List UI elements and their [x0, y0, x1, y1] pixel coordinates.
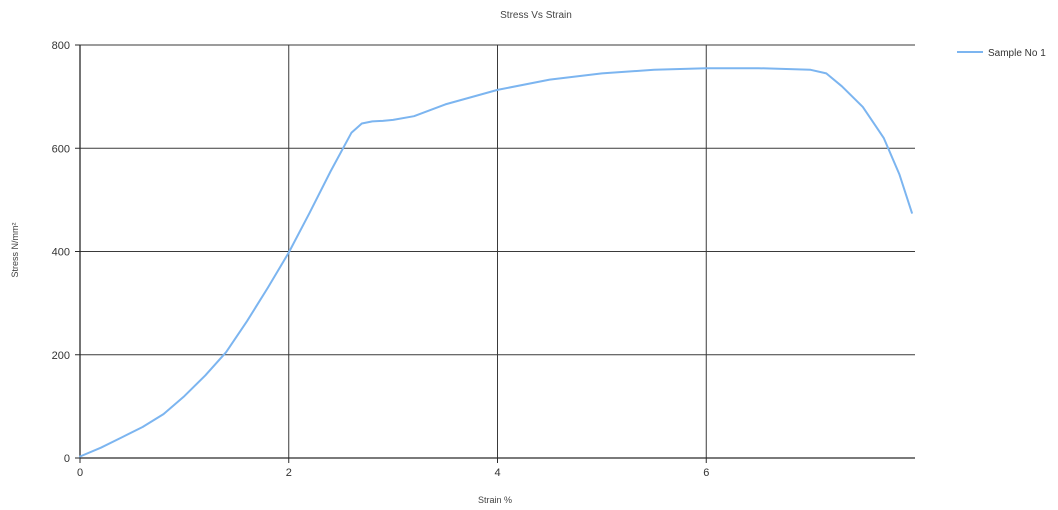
y-tick-label-0: 0 [64, 453, 70, 465]
chart-title: Stress Vs Strain [500, 10, 572, 21]
x-tick-label-4: 4 [494, 467, 500, 479]
x-tick-label-2: 2 [286, 467, 292, 479]
series-line-0 [79, 67, 913, 458]
legend: Sample No 1 [957, 48, 1046, 59]
legend-label-sample-no-1: Sample No 1 [988, 48, 1046, 59]
y-tick-label-200: 200 [52, 350, 70, 362]
grid-layer [80, 44, 915, 458]
series-layer [79, 67, 913, 458]
x-axis-label: Strain % [478, 495, 512, 505]
y-tick-label-600: 600 [52, 143, 70, 155]
x-tick-label-0: 0 [77, 467, 83, 479]
y-tick-label-400: 400 [52, 247, 70, 259]
tick-label-layer: 0 200 400 600 800 0 2 4 6 [52, 40, 710, 479]
y-axis-label: Stress N/mm² [10, 222, 20, 277]
y-tick-label-800: 800 [52, 40, 70, 52]
x-tick-label-6: 6 [703, 467, 709, 479]
